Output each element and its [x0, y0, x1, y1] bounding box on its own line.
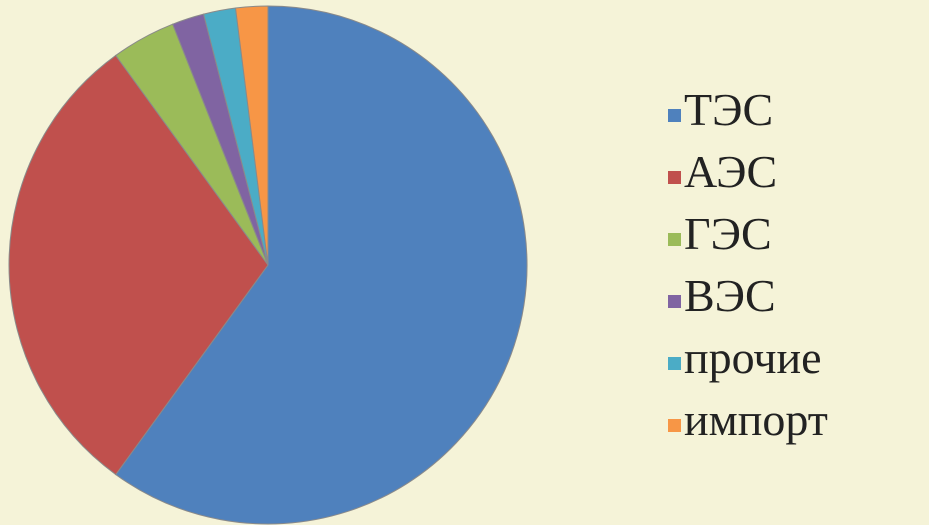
legend-label-1: ТЭС — [684, 84, 773, 135]
legend-swatch-4 — [668, 295, 681, 308]
pie-slice-6 — [234, 5, 269, 266]
legend-swatch-2 — [668, 171, 681, 184]
pie-slice-2 — [8, 54, 269, 476]
legend-swatch-3 — [668, 233, 681, 246]
legend-label-4: ВЭС — [684, 270, 776, 321]
chart-legend: ТЭС АЭС ГЭС ВЭС прочие импорт — [668, 84, 828, 445]
pie-slice-1 — [115, 5, 528, 525]
legend-swatch-5 — [668, 357, 681, 370]
legend-label-2: АЭС — [684, 146, 777, 197]
legend-swatch-1 — [668, 109, 681, 122]
legend-label-3: ГЭС — [684, 208, 772, 259]
pie-slices — [8, 5, 528, 525]
legend-label-6: импорт — [684, 394, 828, 445]
legend-swatch-6 — [668, 419, 681, 432]
legend-label-5: прочие — [684, 332, 822, 383]
